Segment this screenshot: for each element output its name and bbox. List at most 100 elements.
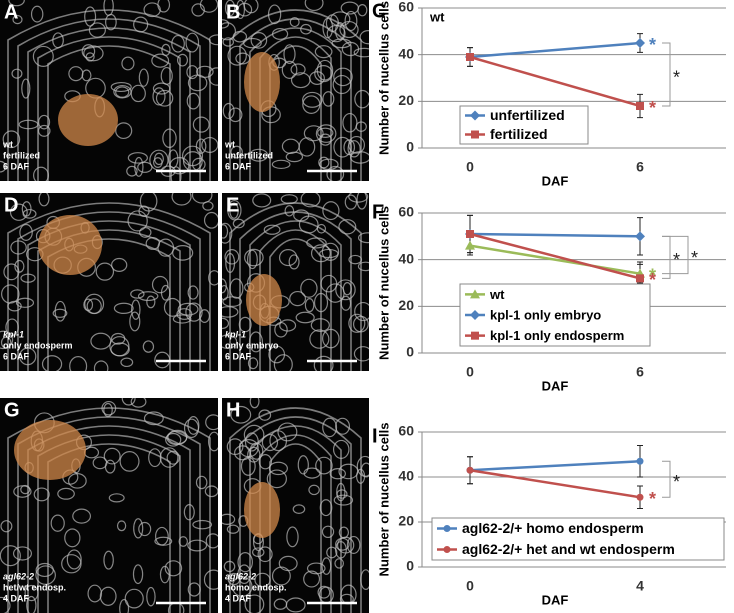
cell: [171, 34, 185, 53]
cell: [222, 317, 230, 330]
cell: [326, 24, 346, 43]
cell: [268, 461, 288, 476]
cell: [130, 398, 147, 408]
data-point: [635, 38, 645, 48]
legend-marker: [470, 310, 480, 320]
cell: [320, 274, 338, 293]
cell: [284, 205, 295, 217]
cell: [223, 560, 236, 573]
legend-label: unfertilized: [490, 107, 565, 123]
y-axis-title: Number of nucellus cells: [376, 206, 391, 360]
cell: [332, 439, 350, 459]
cell: [231, 576, 253, 597]
data-point: [466, 466, 474, 474]
cell: [249, 398, 260, 409]
panel-caption: wt: [2, 139, 13, 149]
cell: [336, 482, 346, 502]
cell: [304, 0, 324, 12]
tissue-layer: [47, 45, 171, 181]
legend-label: wt: [489, 287, 505, 302]
cell: [201, 136, 218, 154]
cell: [238, 316, 252, 333]
cell: [83, 45, 104, 62]
cell: [84, 293, 105, 315]
cell: [334, 558, 344, 569]
cell: [306, 562, 326, 575]
cell: [313, 292, 329, 313]
cell: [224, 249, 240, 265]
cell: [38, 114, 51, 130]
cell: [333, 494, 354, 506]
cell: [340, 295, 352, 311]
cell: [302, 95, 321, 114]
cell: [113, 84, 132, 99]
cell: [309, 71, 325, 85]
y-tick-label: 20: [398, 297, 414, 313]
cell: [346, 535, 361, 555]
cell: [103, 550, 114, 570]
cell: [19, 223, 33, 241]
cell: [132, 564, 144, 585]
cell: [54, 300, 67, 322]
cell: [279, 319, 297, 332]
panel-caption: het/wt endosp.: [3, 582, 66, 592]
panel-caption: kpl-1: [225, 329, 246, 339]
cell: [335, 417, 351, 435]
cell: [185, 32, 200, 53]
cell: [240, 456, 256, 476]
cell: [353, 346, 369, 362]
nucellus-highlight: [38, 215, 102, 275]
x-axis-title: DAF: [542, 378, 569, 393]
cell: [203, 211, 218, 229]
cell: [295, 311, 315, 324]
cell: [129, 311, 141, 332]
cell: [266, 469, 287, 489]
panel-caption: fertilized: [3, 150, 40, 160]
cell: [352, 315, 369, 333]
cell: [0, 520, 13, 533]
cell: [229, 278, 244, 299]
cell: [208, 270, 218, 286]
cell: [171, 193, 192, 206]
cell: [250, 31, 268, 49]
cell: [335, 537, 350, 551]
cell: [257, 546, 273, 563]
cell: [326, 546, 338, 559]
tissue-layer: [229, 9, 362, 181]
cell: [222, 334, 238, 349]
cell: [35, 565, 56, 585]
cell: [185, 302, 203, 322]
cell: [148, 448, 162, 468]
y-tick-label: 60: [398, 423, 414, 439]
cell: [303, 467, 321, 479]
cell: [289, 290, 307, 307]
panel-caption: wt: [224, 139, 235, 149]
cell: [154, 536, 173, 546]
cell: [207, 431, 218, 452]
cell: [192, 519, 213, 530]
panel-letter: G: [4, 399, 20, 421]
tissue-layer: [37, 36, 181, 181]
data-point: [636, 457, 644, 465]
cell: [254, 572, 271, 588]
cell: [50, 514, 65, 532]
panel-caption: 6 DAF: [3, 161, 30, 171]
cell: [35, 562, 54, 578]
cell: [261, 433, 279, 452]
cell: [30, 5, 44, 23]
bracket-label: *: [673, 67, 680, 87]
significance-mark: *: [649, 489, 656, 509]
tissue-layer: [269, 238, 322, 371]
cell: [160, 66, 173, 85]
cell: [130, 289, 145, 299]
legend-marker: [470, 289, 480, 299]
cell: [0, 330, 14, 350]
cell: [302, 91, 323, 108]
cell: [186, 65, 199, 80]
bracket-label: *: [673, 472, 680, 492]
cell: [342, 112, 358, 133]
cell: [52, 32, 64, 49]
cell: [7, 300, 22, 312]
cell: [318, 156, 330, 169]
cell: [178, 536, 188, 547]
